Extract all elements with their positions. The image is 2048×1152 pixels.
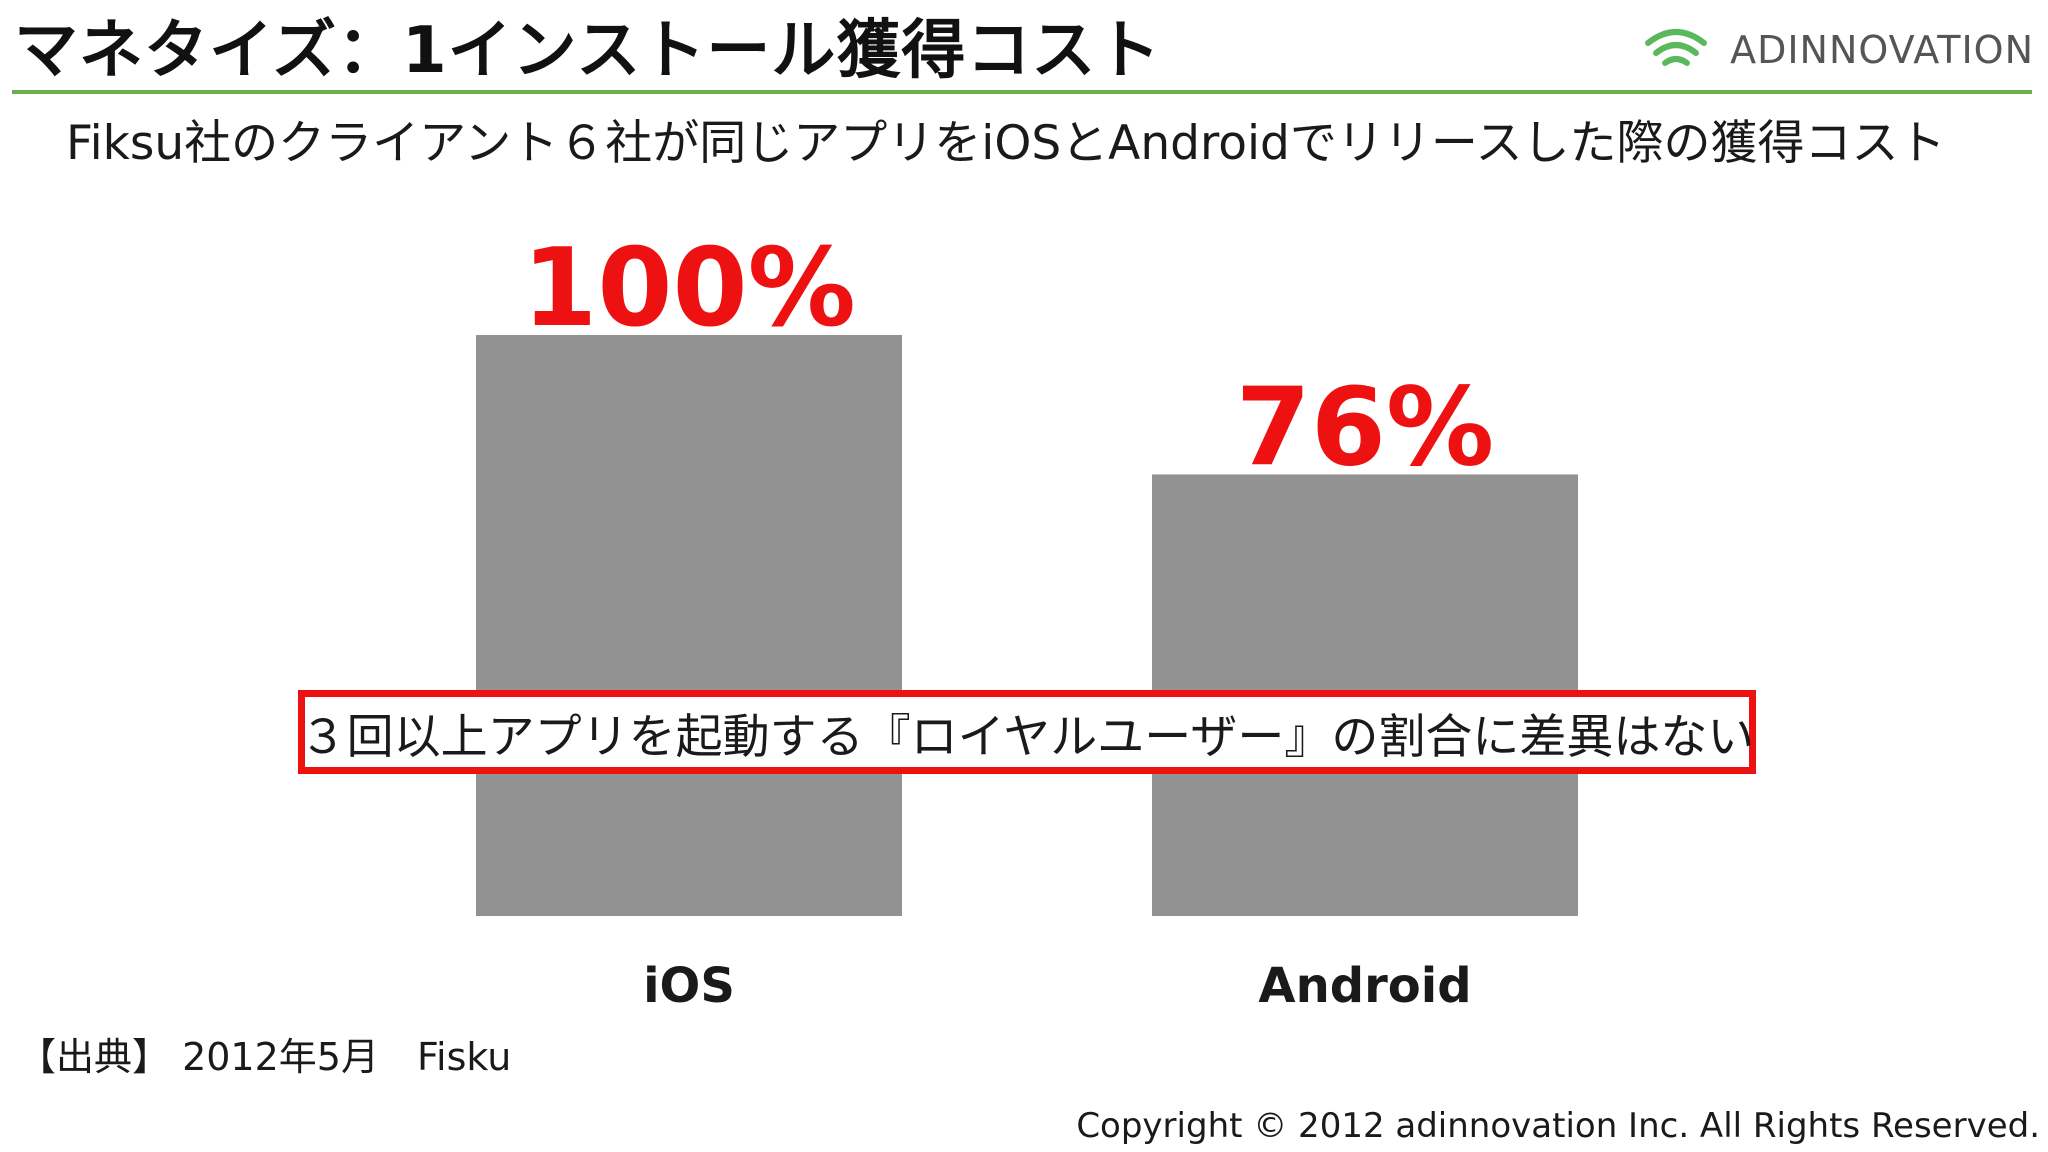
callout-box: ３回以上アプリを起動する『ロイヤルユーザー』の割合に差異はない [298, 690, 1756, 774]
title-divider [12, 90, 2032, 94]
value-label-ios: 100% [522, 226, 856, 351]
category-label-android: Android [1258, 958, 1471, 1014]
callout-text: ３回以上アプリを起動する『ロイヤルユーザー』の割合に差異はない [299, 709, 1755, 765]
source-note: 【出典】 2012年5月 Fisku [18, 1035, 512, 1079]
wifi-signal-icon [1645, 29, 1708, 66]
page-title: マネタイズ：1インストール獲得コスト [14, 14, 1162, 88]
category-label-ios: iOS [643, 958, 735, 1014]
value-label-android: 76% [1236, 365, 1495, 490]
company-logo: ADINNOVATION [1644, 18, 2034, 82]
bar-ios [476, 335, 902, 916]
copyright-notice: Copyright © 2012 adinnovation Inc. All R… [1076, 1106, 2040, 1146]
chart-subtitle: Fiksu社のクライアント６社が同じアプリをiOSとAndroidでリリースした… [66, 116, 1946, 171]
logo-text: ADINNOVATION [1730, 28, 2034, 72]
